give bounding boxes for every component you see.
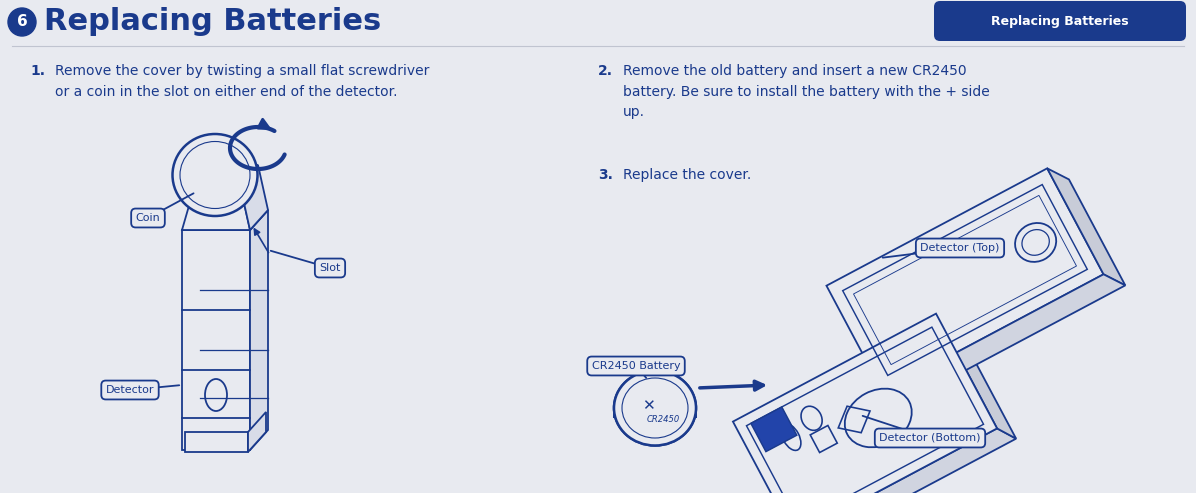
Polygon shape [250,210,268,450]
Polygon shape [248,412,266,452]
Text: Remove the old battery and insert a new CR2450
battery. Be sure to install the b: Remove the old battery and insert a new … [623,64,990,119]
Polygon shape [751,407,797,452]
Text: 3.: 3. [598,168,612,182]
Polygon shape [614,381,696,418]
Text: Slot: Slot [319,263,341,273]
Text: Remove the cover by twisting a small flat screwdriver
or a coin in the slot on e: Remove the cover by twisting a small fla… [55,64,429,99]
Text: CR2450 Battery: CR2450 Battery [592,361,681,371]
Ellipse shape [172,134,257,216]
Polygon shape [185,432,248,452]
Text: Replacing Batteries: Replacing Batteries [991,14,1129,28]
Polygon shape [936,314,1017,439]
Text: Replace the cover.: Replace the cover. [623,168,751,182]
Polygon shape [794,428,1017,493]
Text: 1.: 1. [30,64,45,78]
Polygon shape [1048,168,1125,285]
Polygon shape [733,314,997,493]
Text: ✕: ✕ [641,398,654,414]
Polygon shape [182,185,250,230]
Text: 2.: 2. [598,64,614,78]
Polygon shape [746,327,983,493]
Circle shape [8,8,36,36]
FancyBboxPatch shape [934,1,1186,41]
Text: 6: 6 [17,14,28,30]
Text: Detector (Bottom): Detector (Bottom) [879,433,981,443]
Text: Replacing Batteries: Replacing Batteries [44,7,382,36]
Ellipse shape [614,371,696,446]
Polygon shape [182,210,268,230]
Polygon shape [883,274,1125,403]
Ellipse shape [614,371,696,446]
Text: Coin: Coin [135,213,160,223]
Polygon shape [826,168,1104,391]
Text: Detector (Top): Detector (Top) [920,243,1000,253]
Polygon shape [240,165,268,230]
Text: Detector: Detector [105,385,154,395]
Polygon shape [182,230,250,450]
Text: CR2450: CR2450 [646,415,679,424]
Polygon shape [195,165,258,185]
